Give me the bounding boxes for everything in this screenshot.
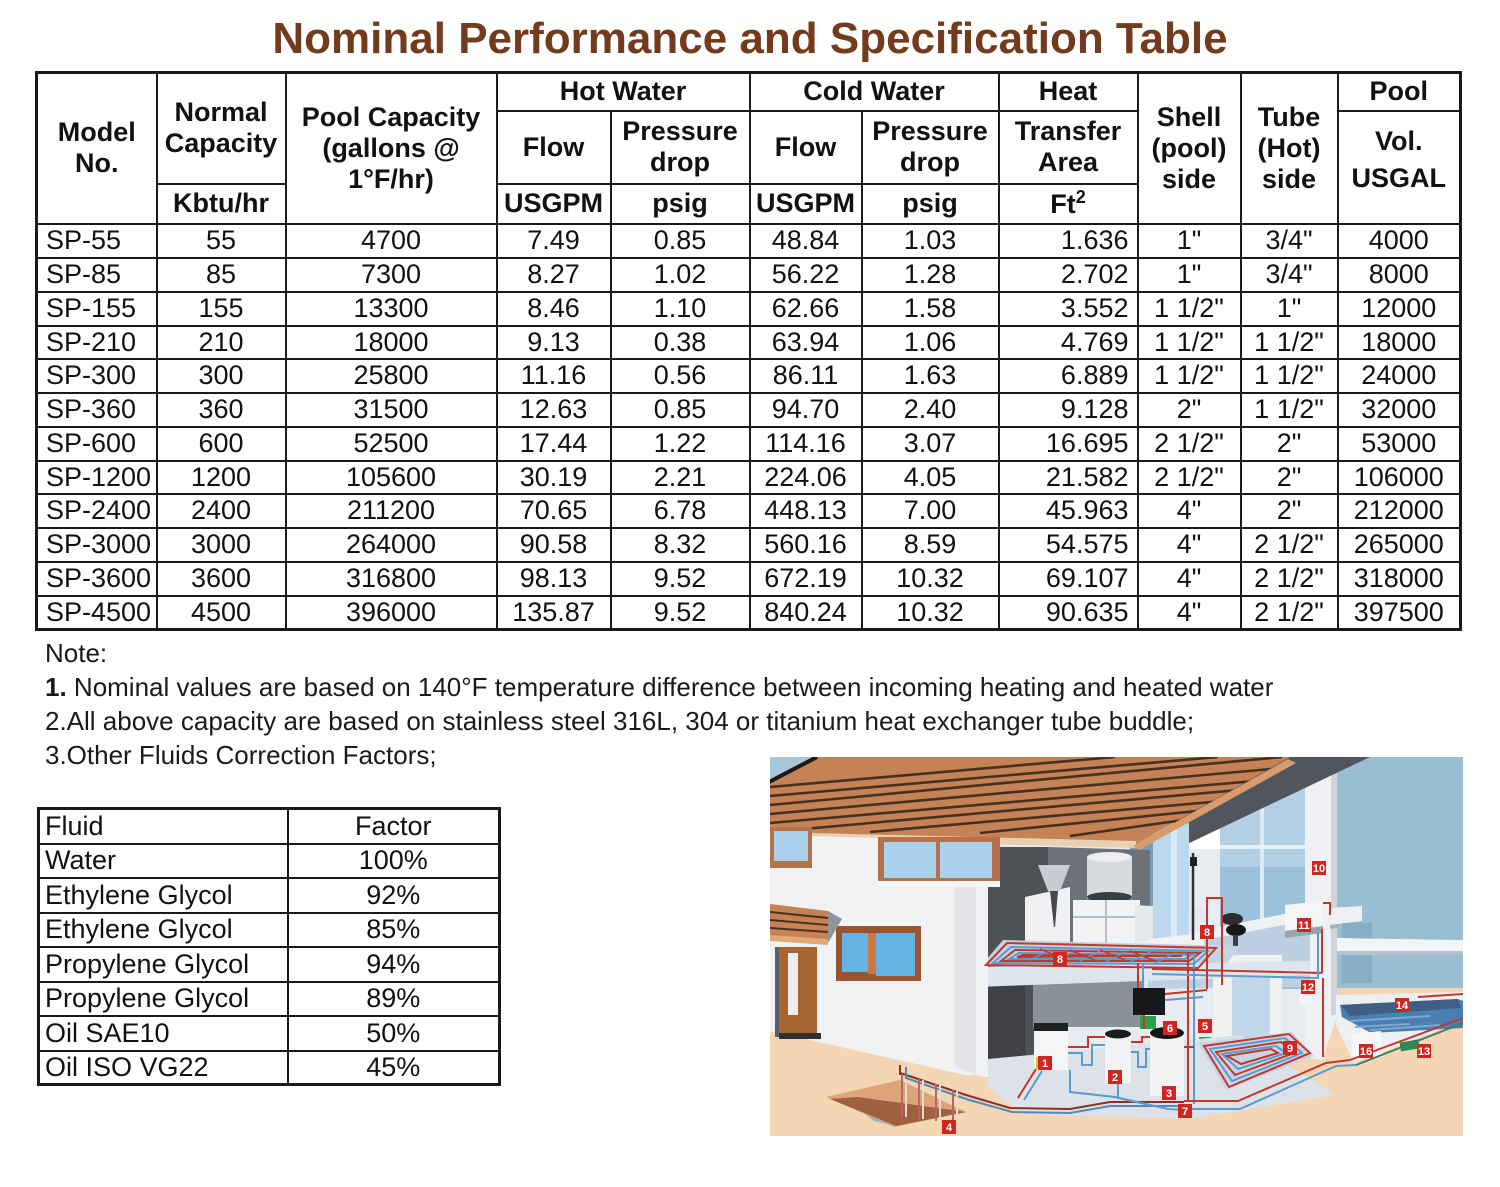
svg-text:3: 3 xyxy=(1166,1088,1172,1100)
svg-text:10: 10 xyxy=(1313,863,1325,875)
svg-text:8: 8 xyxy=(1057,954,1063,966)
svg-text:1: 1 xyxy=(1042,1058,1048,1070)
svg-text:2: 2 xyxy=(1112,1072,1118,1084)
svg-text:16: 16 xyxy=(1360,1046,1372,1058)
svg-text:5: 5 xyxy=(1202,1021,1208,1033)
svg-text:4: 4 xyxy=(946,1122,953,1134)
svg-text:13: 13 xyxy=(1418,1046,1430,1058)
svg-text:7: 7 xyxy=(1182,1106,1188,1118)
svg-text:9: 9 xyxy=(1287,1043,1293,1055)
svg-text:8: 8 xyxy=(1204,927,1210,939)
svg-text:6: 6 xyxy=(1167,1023,1173,1035)
svg-text:14: 14 xyxy=(1396,1000,1409,1012)
svg-text:12: 12 xyxy=(1302,982,1314,994)
svg-text:11: 11 xyxy=(1298,920,1310,932)
